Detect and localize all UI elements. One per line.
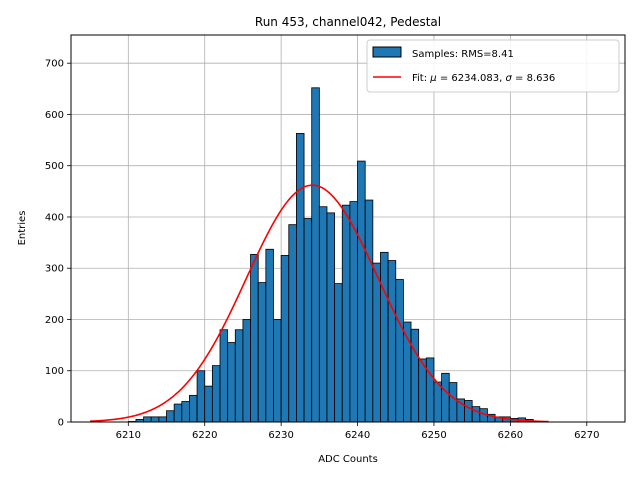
histogram-bar [288,224,297,423]
histogram-bar [425,357,435,423]
histogram-bar [349,201,358,423]
fit-separator: , [499,73,505,84]
legend: Samples: RMS=8.41 Fit: μ = 6234.083, σ =… [366,39,620,93]
histogram-bar [143,416,152,423]
legend-swatch-histogram [372,46,402,58]
histogram-bar [303,218,313,423]
histogram-bar [181,401,190,423]
histogram-bar [441,372,450,423]
x-tick-label: 6230 [268,430,293,441]
x-tick-label: 6260 [498,430,523,441]
histogram-bar [219,329,229,423]
histogram-bar [196,370,206,423]
histogram-bar [318,206,328,423]
histogram-bar [189,394,198,423]
legend-frame [366,39,620,93]
chart-title: Run 453, channel042, Pedestal [255,15,441,29]
histogram-bar [364,199,374,423]
histogram-bar [296,133,305,423]
histogram-bar [211,365,221,423]
histogram-bar [257,282,267,423]
histogram-bar [234,329,244,423]
fit-sigma-equals: = [512,73,527,84]
fit-curve [90,184,549,423]
x-tick-label: 6270 [574,430,599,441]
histogram-bar [464,400,473,423]
y-tick-label: 300 [45,264,64,275]
y-tick-label: 600 [45,110,64,121]
y-tick-label: 500 [45,161,64,172]
y-tick-label: 200 [45,315,64,326]
histogram-bar [387,260,397,423]
histogram-bar [326,212,336,423]
x-axis: 6210 6220 6230 6240 6250 6260 6270 [116,422,600,441]
histogram-bar [448,382,458,423]
histogram-bar [380,251,389,423]
histogram-bar [372,262,381,423]
histogram-bar [357,160,366,423]
histogram-bar [311,87,320,423]
histogram-bar [471,406,481,423]
fit-mu-equals: = [437,73,452,84]
histogram-bar [280,255,290,423]
y-axis-title: Entries [17,211,28,246]
plot-frame [70,34,626,423]
histogram-bar [242,319,251,423]
histogram-bar [158,416,167,423]
fit-sigma-symbol: σ [505,73,512,84]
histogram-bar [273,319,282,423]
histogram-bar [334,283,343,423]
fit-prefix: Fit: [412,73,430,84]
legend-label-histogram: Samples: RMS=8.41 [412,49,514,60]
histogram-bar [204,385,213,423]
histogram-bar [250,253,259,423]
histogram-bar [173,403,183,423]
fit-curve-group [90,184,549,423]
fit-mu-symbol: μ [429,73,436,84]
histogram-bar [166,410,175,423]
y-tick-label: 700 [45,59,64,70]
histogram-bar [150,416,160,423]
histogram-bar [341,204,351,423]
x-axis-title: ADC Counts [318,454,378,465]
x-tick-label: 6220 [192,430,217,441]
fit-mu-value: 6234.083 [451,73,499,84]
x-tick-label: 6250 [421,430,446,441]
y-tick-label: 100 [45,366,64,377]
x-tick-label: 6240 [345,430,370,441]
histogram-bar [395,279,404,423]
y-tick-label: 0 [58,418,64,429]
histogram-bar [265,248,274,423]
fit-sigma-value: 8.636 [527,73,556,84]
legend-label-fit: Fit: μ = 6234.083, σ = 8.636 [412,73,555,84]
y-axis: 0 100 200 300 400 500 600 700 [45,59,71,429]
x-tick-label: 6210 [116,430,141,441]
histogram-bar [227,342,236,423]
histogram-bar [410,328,420,423]
y-tick-label: 400 [45,212,64,223]
histogram-bar [433,381,443,423]
